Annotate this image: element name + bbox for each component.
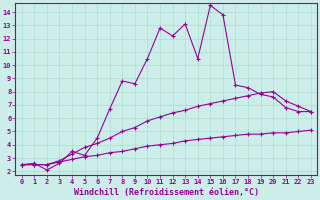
X-axis label: Windchill (Refroidissement éolien,°C): Windchill (Refroidissement éolien,°C) [74, 188, 259, 197]
